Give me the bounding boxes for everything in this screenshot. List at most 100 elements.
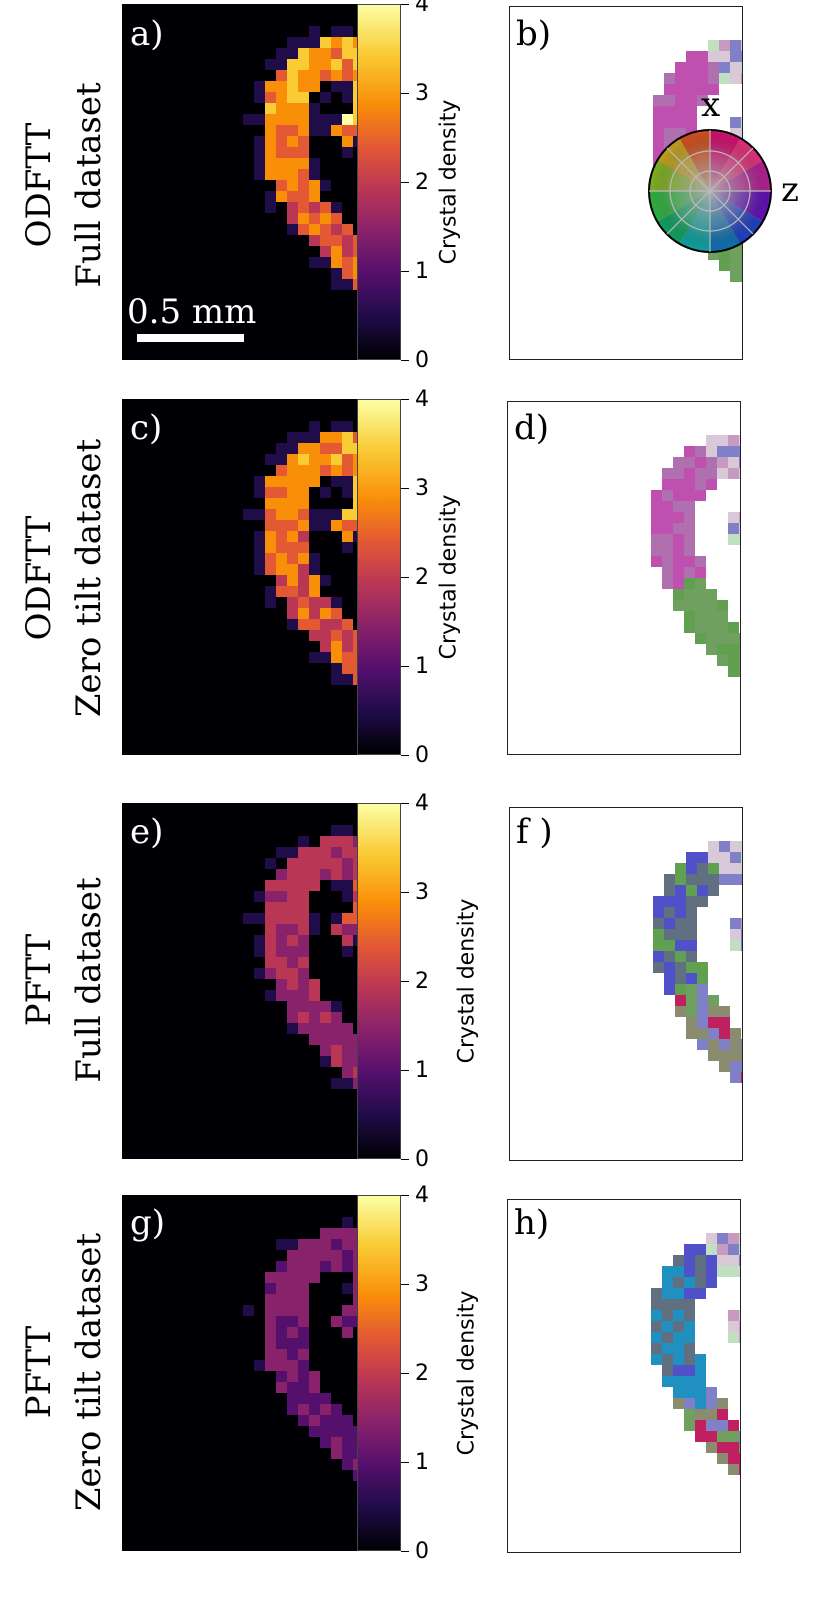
density-pixel	[342, 990, 353, 1001]
density-pixel	[210, 1261, 221, 1272]
density-pixel	[265, 1228, 276, 1239]
density-pixel	[177, 1404, 188, 1415]
density-pixel	[199, 312, 210, 323]
density-pixel	[188, 1272, 199, 1283]
density-pixel	[144, 1001, 155, 1012]
density-pixel	[320, 619, 331, 630]
density-pixel	[177, 15, 188, 26]
density-pixel	[331, 4, 342, 15]
orientation-pixel	[697, 1006, 708, 1017]
density-pixel	[243, 147, 254, 158]
density-pixel	[331, 1217, 342, 1228]
density-pixel	[309, 531, 320, 542]
density-pixel	[298, 1459, 309, 1470]
density-pixel	[188, 990, 199, 1001]
orientation-pixel	[695, 567, 706, 578]
density-pixel	[331, 1294, 342, 1305]
orientation-pixel	[686, 95, 697, 106]
density-pixel	[276, 202, 287, 213]
density-pixel	[232, 836, 243, 847]
density-pixel	[177, 224, 188, 235]
density-pixel	[265, 48, 276, 59]
density-pixel	[122, 1514, 133, 1525]
density-pixel	[232, 4, 243, 15]
density-pixel	[287, 356, 298, 360]
density-pixel	[210, 1122, 221, 1133]
orientation-pixel	[675, 995, 686, 1006]
density-pixel	[199, 1272, 210, 1283]
orientation-pixel	[686, 863, 697, 874]
orientation-pixel	[697, 885, 708, 896]
density-pixel	[133, 454, 144, 465]
density-pixel	[287, 1503, 298, 1514]
density-pixel	[276, 213, 287, 224]
density-pixel	[133, 268, 144, 279]
density-pixel	[331, 924, 342, 935]
density-pixel	[309, 696, 320, 707]
density-pixel	[342, 641, 353, 652]
density-pixel	[221, 1492, 232, 1503]
density-pixel	[133, 37, 144, 48]
density-pixel	[188, 1111, 199, 1122]
density-pixel	[342, 858, 353, 869]
density-pixel	[265, 399, 276, 410]
density-pixel	[155, 1327, 166, 1338]
density-pixel	[353, 1360, 358, 1371]
density-pixel	[320, 575, 331, 586]
density-pixel	[309, 825, 320, 836]
density-pixel	[298, 465, 309, 476]
scalebar-label: 0.5 mm	[127, 292, 257, 332]
density-pixel	[188, 1503, 199, 1514]
density-pixel	[210, 1045, 221, 1056]
density-pixel	[320, 1316, 331, 1327]
orientation-pixel	[684, 1409, 695, 1420]
density-pixel	[342, 1144, 353, 1155]
density-pixel	[265, 652, 276, 663]
density-pixel	[342, 334, 353, 345]
density-pixel	[144, 718, 155, 729]
density-pixel	[155, 202, 166, 213]
density-pixel	[243, 880, 254, 891]
density-pixel	[243, 257, 254, 268]
density-pixel	[298, 1437, 309, 1448]
density-pixel	[133, 1283, 144, 1294]
orientation-pixel	[741, 1050, 742, 1061]
density-pixel	[166, 825, 177, 836]
orientation-pixel	[741, 51, 742, 62]
density-pixel	[353, 957, 358, 968]
orientation-pixel	[739, 633, 740, 644]
density-pixel	[353, 1272, 358, 1283]
density-pixel	[243, 125, 254, 136]
density-pixel	[254, 1503, 265, 1514]
density-pixel	[144, 1155, 155, 1159]
density-pixel	[265, 825, 276, 836]
density-pixel	[320, 847, 331, 858]
density-pixel	[298, 290, 309, 301]
density-pixel	[133, 663, 144, 674]
orientation-pixel	[708, 1039, 719, 1050]
density-pixel	[210, 1481, 221, 1492]
orientation-pixel	[653, 918, 664, 929]
orientation-pixel	[673, 1288, 684, 1299]
density-pixel	[342, 1111, 353, 1122]
density-pixel	[133, 1415, 144, 1426]
density-pixel	[188, 180, 199, 191]
density-pixel	[155, 224, 166, 235]
orientation-pixel	[675, 973, 686, 984]
density-pixel	[342, 836, 353, 847]
orientation-pixel	[741, 940, 742, 951]
density-pixel	[331, 803, 342, 814]
density-pixel	[342, 814, 353, 825]
density-pixel	[309, 729, 320, 740]
density-pixel	[254, 1437, 265, 1448]
density-pixel	[122, 1382, 133, 1393]
density-pixel	[155, 990, 166, 1001]
density-pixel	[188, 542, 199, 553]
density-pixel	[342, 1056, 353, 1067]
density-pixel	[254, 26, 265, 37]
density-pixel	[309, 59, 320, 70]
density-pixel	[155, 542, 166, 553]
density-pixel	[342, 443, 353, 454]
density-pixel	[320, 586, 331, 597]
density-pixel	[331, 180, 342, 191]
